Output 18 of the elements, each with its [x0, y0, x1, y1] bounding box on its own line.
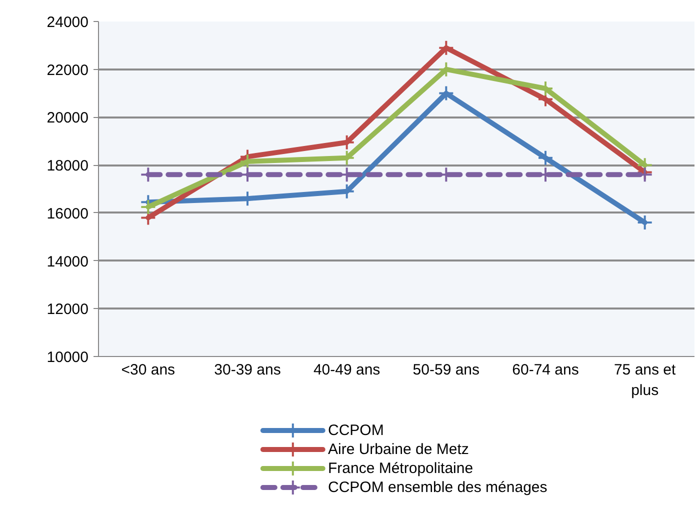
legend-label: CCPOM ensemble des ménages	[328, 479, 548, 496]
y-tick-label: 16000	[46, 205, 89, 222]
x-tick-label: 40-49 ans	[313, 362, 380, 378]
y-tick-label: 12000	[46, 301, 89, 318]
x-tick-label: <30 ans	[121, 362, 176, 378]
legend-label: Aire Urbaine de Metz	[328, 441, 469, 458]
legend-label: France Métropolitaine	[328, 460, 474, 477]
x-tick-label: 75 ans et plus	[614, 362, 677, 399]
y-tick-label: 20000	[46, 110, 89, 127]
x-tick-label: 50-59 ans	[412, 362, 480, 378]
x-tick-label: 60-74 ans	[512, 362, 579, 378]
x-tick-label: 30-39 ans	[214, 362, 281, 378]
legend-label: CCPOM	[328, 422, 384, 439]
y-tick-label: 22000	[46, 62, 89, 79]
y-tick-label: 18000	[46, 158, 89, 175]
y-tick-label: 10000	[46, 349, 89, 366]
y-tick-label: 24000	[46, 14, 89, 31]
y-tick-label: 14000	[46, 253, 89, 270]
